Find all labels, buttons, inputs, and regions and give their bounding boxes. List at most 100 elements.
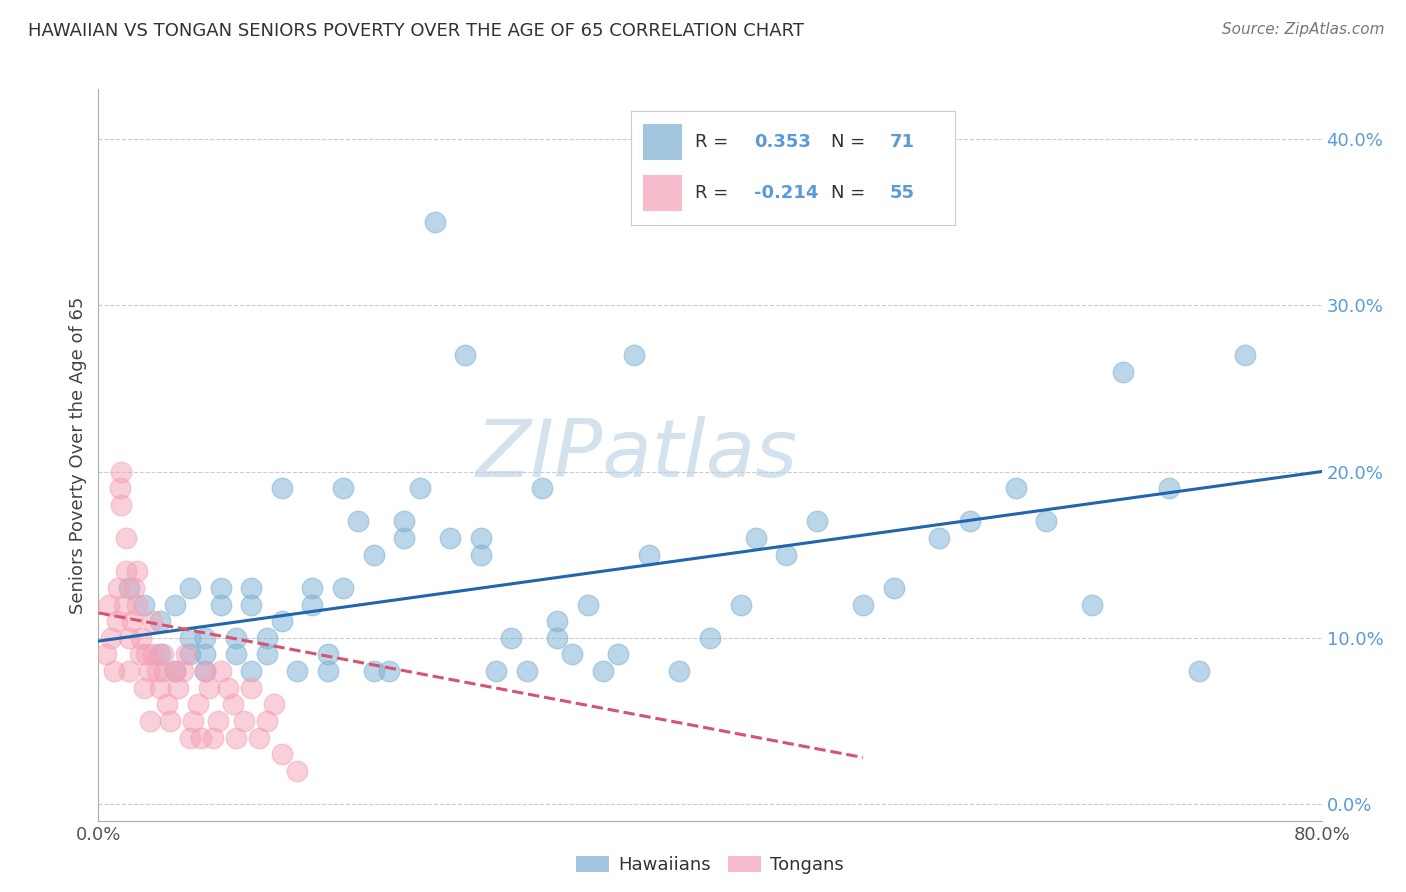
Point: [392, 515, 416, 529]
Point: [209, 598, 232, 612]
Point: [197, 681, 219, 695]
Point: [149, 681, 172, 695]
Point: [142, 648, 165, 662]
Point: [152, 648, 174, 662]
Point: [115, 531, 138, 545]
Point: [806, 515, 828, 529]
Point: [103, 664, 125, 678]
Point: [129, 631, 152, 645]
Point: [138, 664, 160, 678]
Point: [301, 598, 323, 612]
Point: [263, 698, 285, 712]
Point: [423, 215, 446, 229]
Point: [485, 664, 508, 678]
Point: [225, 631, 247, 645]
Point: [118, 581, 141, 595]
Point: [363, 548, 385, 562]
Point: [108, 481, 131, 495]
Point: [316, 648, 339, 662]
Point: [501, 631, 523, 645]
Point: [1112, 365, 1135, 379]
Point: [179, 581, 201, 595]
Point: [112, 598, 135, 612]
Point: [156, 698, 179, 712]
Point: [181, 714, 204, 728]
Point: [159, 714, 181, 728]
Point: [730, 598, 752, 612]
Point: [217, 681, 239, 695]
Point: [285, 664, 308, 678]
Point: [122, 581, 145, 595]
Point: [516, 664, 538, 678]
Point: [392, 531, 416, 545]
Point: [668, 664, 690, 678]
Point: [194, 631, 217, 645]
Point: [270, 747, 292, 761]
Point: [222, 698, 245, 712]
Point: [959, 515, 981, 529]
Point: [163, 664, 186, 678]
Point: [454, 348, 477, 362]
Point: [149, 648, 172, 662]
Point: [207, 714, 229, 728]
Point: [576, 598, 599, 612]
Point: [240, 598, 263, 612]
Point: [240, 581, 263, 595]
Point: [240, 664, 263, 678]
Text: Source: ZipAtlas.com: Source: ZipAtlas.com: [1222, 22, 1385, 37]
Point: [139, 714, 162, 728]
Point: [100, 631, 122, 645]
Point: [561, 648, 583, 662]
Point: [546, 614, 568, 628]
Y-axis label: Seniors Poverty Over the Age of 65: Seniors Poverty Over the Age of 65: [69, 296, 87, 614]
Point: [592, 664, 614, 678]
Point: [347, 515, 370, 529]
Point: [125, 598, 148, 612]
Point: [699, 631, 721, 645]
Point: [607, 648, 630, 662]
Point: [94, 648, 117, 662]
Point: [179, 631, 201, 645]
Point: [256, 631, 278, 645]
Point: [928, 531, 950, 545]
Point: [852, 598, 875, 612]
Point: [163, 598, 186, 612]
Point: [153, 664, 176, 678]
Point: [332, 581, 354, 595]
Point: [363, 664, 385, 678]
Point: [240, 681, 263, 695]
Point: [225, 731, 247, 745]
Point: [107, 581, 129, 595]
Point: [378, 664, 401, 678]
Point: [270, 614, 292, 628]
Point: [332, 481, 354, 495]
Point: [637, 548, 661, 562]
Point: [530, 481, 553, 495]
Point: [187, 698, 209, 712]
Point: [149, 614, 172, 628]
Point: [105, 614, 128, 628]
Point: [167, 681, 190, 695]
Point: [98, 598, 121, 612]
Point: [1188, 664, 1211, 678]
Point: [209, 581, 232, 595]
Text: ZIPatlas: ZIPatlas: [475, 416, 797, 494]
Point: [115, 564, 138, 578]
Point: [141, 614, 163, 628]
Point: [209, 664, 232, 678]
Point: [883, 581, 905, 595]
Point: [121, 614, 143, 628]
Legend: Hawaiians, Tongans: Hawaiians, Tongans: [569, 848, 851, 881]
Point: [172, 664, 194, 678]
Point: [194, 664, 217, 678]
Point: [470, 548, 492, 562]
Point: [128, 648, 150, 662]
Point: [202, 731, 225, 745]
Point: [232, 714, 254, 728]
Point: [110, 465, 132, 479]
Point: [110, 498, 132, 512]
Point: [163, 664, 186, 678]
Point: [179, 731, 201, 745]
Point: [118, 631, 141, 645]
Point: [174, 648, 197, 662]
